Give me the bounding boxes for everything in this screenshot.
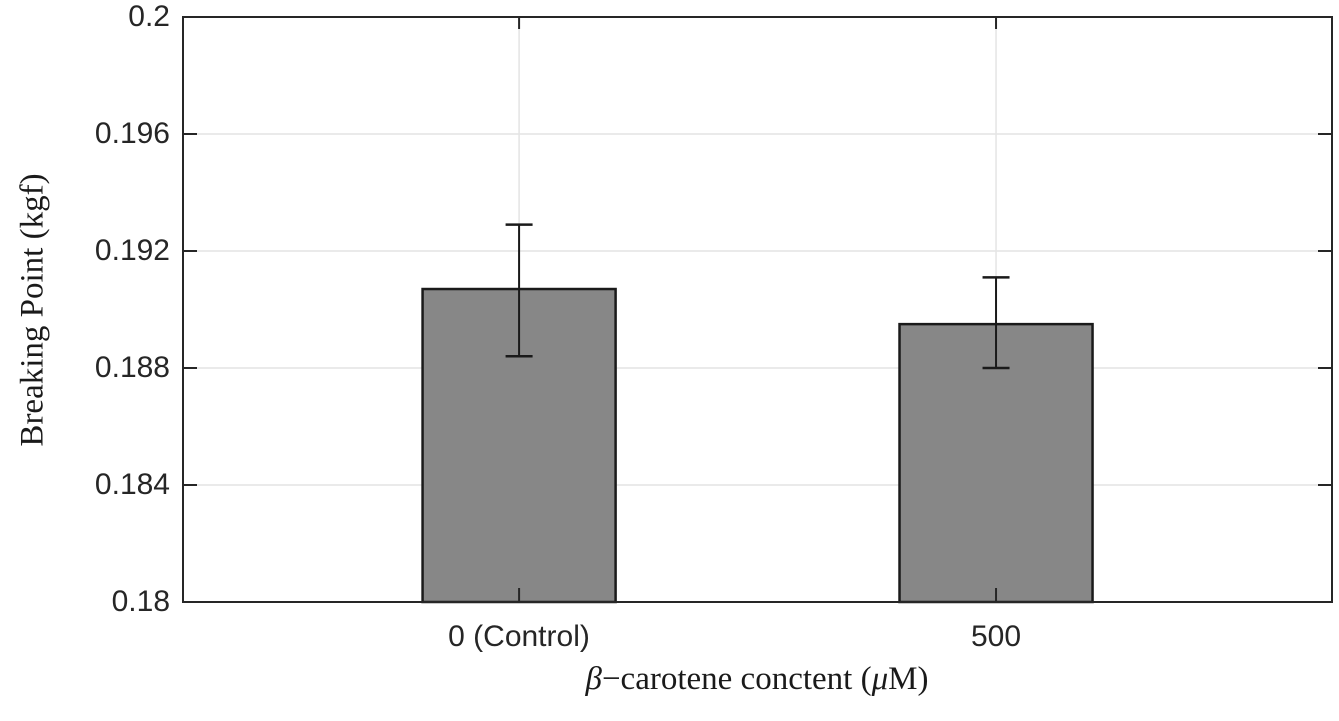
x-tick-label-500: 500: [970, 620, 1022, 653]
x-axis-label: β−carotene conctent (μM): [586, 661, 929, 698]
y-axis-label: Breaking Point (kgf): [14, 173, 51, 447]
x-axis-label-end: M): [888, 661, 929, 697]
x-tick-label-control: 0 (Control): [448, 620, 590, 653]
y-tick-label: 0.192: [94, 234, 170, 267]
axes-border: [182, 16, 1333, 603]
x-axis-label-beta: β: [585, 661, 602, 697]
y-tick-label: 0.184: [94, 468, 170, 501]
y-tick-label: 0.18: [111, 585, 170, 618]
x-axis-label-mu: μ: [871, 661, 889, 697]
y-tick-label: 0.2: [128, 0, 170, 33]
x-axis-label-mid: −carotene conctent (: [601, 661, 872, 697]
y-tick-label: 0.188: [94, 351, 170, 384]
bar-1: [898, 322, 1094, 604]
y-tick-label: 0.196: [94, 117, 170, 150]
